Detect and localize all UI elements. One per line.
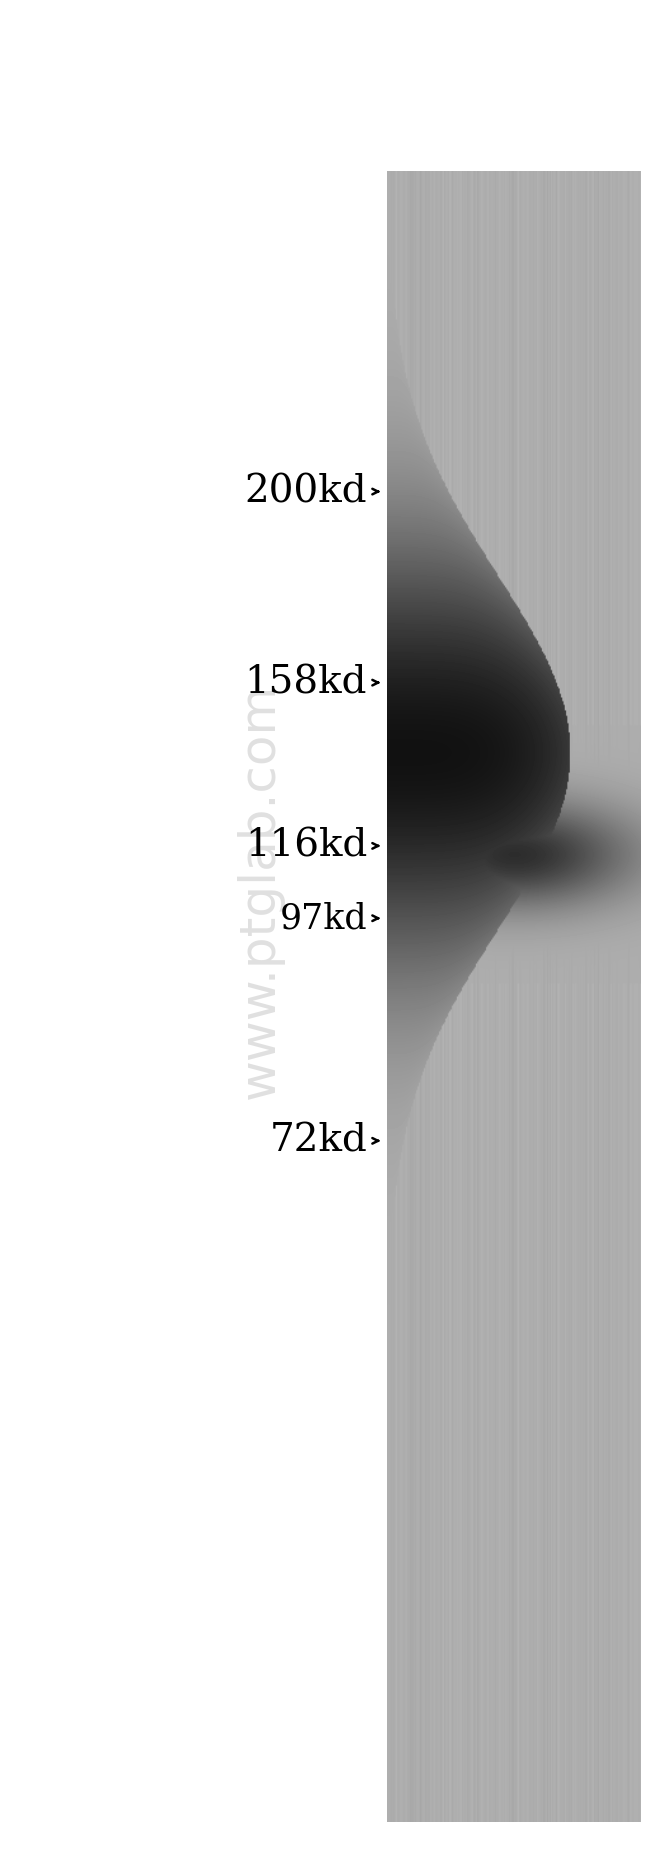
Text: 116kd: 116kd bbox=[245, 827, 367, 864]
Text: 72kd: 72kd bbox=[269, 1122, 367, 1159]
Text: www.ptglab.com: www.ptglab.com bbox=[236, 683, 284, 1098]
Text: 158kd: 158kd bbox=[245, 664, 367, 701]
Text: 97kd: 97kd bbox=[280, 902, 367, 935]
Text: 200kd: 200kd bbox=[244, 473, 367, 510]
